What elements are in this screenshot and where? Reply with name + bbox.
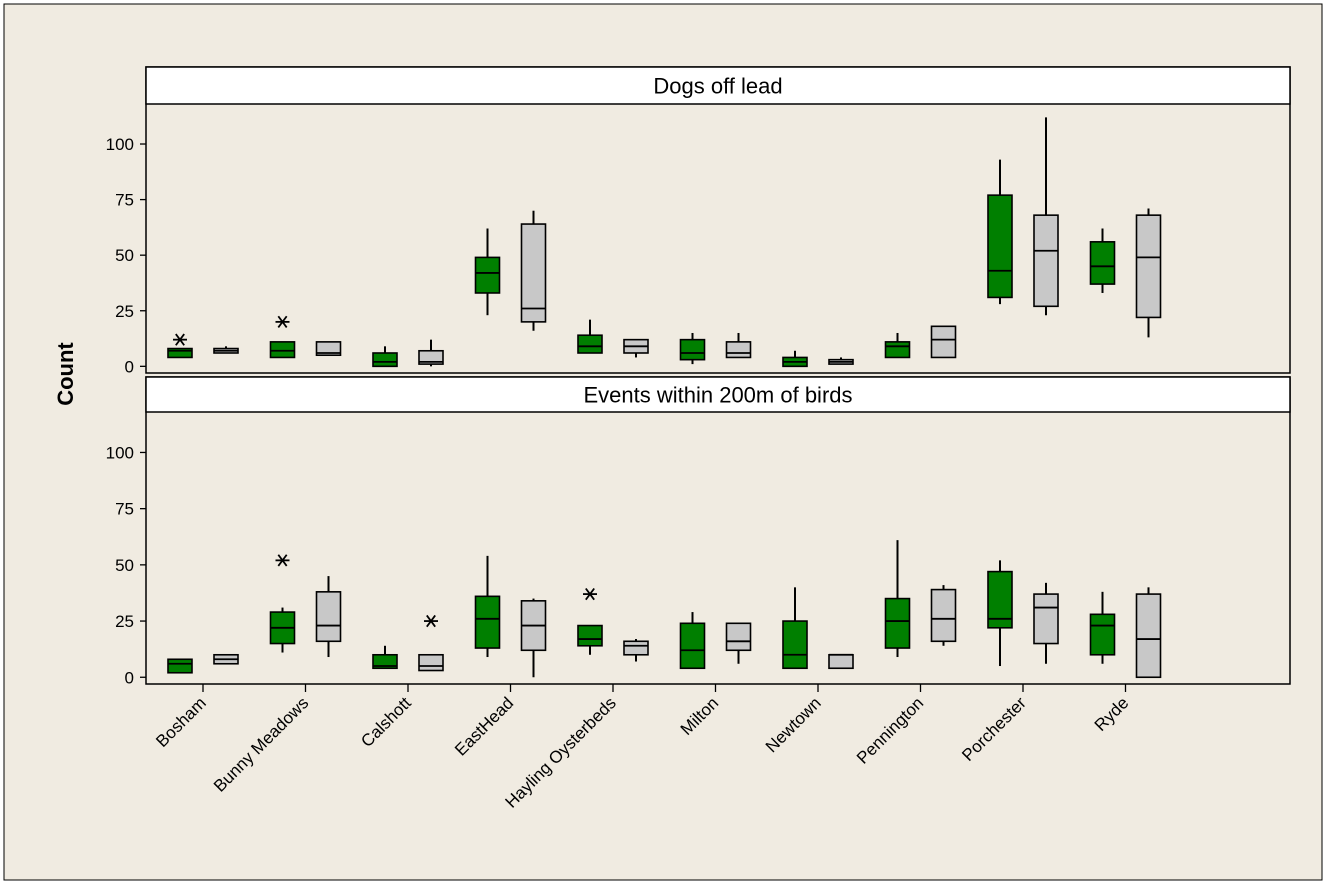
y-tick-label: 0 — [125, 357, 134, 376]
box-green — [679, 332, 706, 365]
box-body — [167, 658, 193, 674]
box-green — [474, 228, 501, 316]
y-tick-label: 100 — [106, 443, 134, 462]
box-green — [1089, 591, 1116, 664]
y-axis-label: Count — [53, 342, 78, 406]
y-tick-label: 50 — [115, 556, 134, 575]
box-body — [930, 325, 957, 359]
box-grey — [418, 614, 444, 672]
panel-title: Dogs off lead — [653, 74, 782, 99]
box-body — [884, 597, 911, 649]
box-body — [315, 341, 342, 357]
box-green — [577, 319, 603, 354]
box-green — [167, 333, 193, 359]
box-body — [679, 622, 706, 670]
y-tick-label: 50 — [115, 246, 134, 265]
box-body — [474, 595, 501, 649]
box-green — [372, 346, 398, 368]
box-grey — [315, 576, 342, 658]
box-green — [987, 159, 1013, 305]
box-grey — [1135, 587, 1162, 679]
y-tick-label: 0 — [125, 668, 134, 687]
box-body — [372, 653, 398, 670]
y-tick-label: 25 — [115, 612, 134, 631]
box-body — [930, 588, 957, 643]
box-body — [418, 653, 444, 672]
box-body — [474, 256, 501, 294]
box-body — [1135, 214, 1162, 319]
outlier-marker — [275, 315, 290, 329]
box-body — [679, 338, 706, 361]
panel-strip — [145, 66, 1291, 105]
box-green — [782, 587, 808, 670]
box-grey — [520, 210, 547, 331]
box-body — [1135, 593, 1162, 679]
box-body — [520, 223, 547, 323]
box-green — [884, 540, 911, 658]
box-body — [577, 334, 603, 354]
box-grey — [213, 346, 239, 354]
box-body — [1033, 593, 1059, 645]
box-green — [269, 315, 296, 359]
box-grey — [828, 357, 854, 365]
box-body — [418, 349, 444, 365]
y-tick-label: 75 — [115, 191, 134, 210]
panel-1: Dogs off lead 0 25 50 75 100 — [106, 66, 1291, 376]
outlier-marker — [275, 554, 290, 567]
box-green — [679, 612, 706, 670]
box-body — [987, 194, 1013, 299]
box-green — [372, 645, 398, 670]
box-body — [315, 591, 342, 643]
box-green — [1089, 228, 1116, 293]
box-green — [987, 560, 1013, 667]
outlier-marker — [583, 587, 597, 601]
panel-title: Events within 200m of birds — [583, 383, 852, 408]
box-body — [1089, 613, 1116, 656]
box-green — [269, 554, 296, 653]
box-green — [167, 658, 193, 674]
panel-frame — [145, 66, 1291, 374]
box-body — [884, 341, 911, 359]
box-body — [828, 653, 854, 670]
box-grey — [828, 653, 854, 670]
box-grey — [315, 341, 342, 357]
y-tick-label: 100 — [106, 135, 134, 154]
box-grey — [1033, 117, 1059, 316]
box-body — [1089, 241, 1116, 285]
panel-strip — [145, 376, 1291, 413]
outlier-marker — [173, 333, 187, 346]
box-grey — [520, 598, 547, 678]
y-tick-label: 75 — [115, 500, 134, 519]
box-grey — [418, 339, 444, 367]
box-body — [725, 341, 752, 359]
box-green — [782, 350, 808, 368]
box-body — [782, 620, 808, 670]
box-body — [1033, 214, 1059, 308]
box-grey — [930, 325, 957, 359]
box-grey — [213, 653, 239, 665]
box-body — [372, 352, 398, 368]
panel-2: Events within 200m of birds 0 25 50 75 100 — [106, 376, 1291, 687]
box-grey — [725, 622, 752, 664]
box-grey — [1135, 208, 1162, 338]
box-green — [577, 587, 603, 655]
box-grey — [1033, 582, 1059, 664]
box-green — [474, 555, 501, 658]
box-body — [623, 640, 649, 656]
box-grey — [623, 338, 649, 358]
y-tick-label: 25 — [115, 302, 134, 321]
box-body — [167, 347, 193, 359]
box-body — [577, 624, 603, 647]
box-green — [884, 332, 911, 359]
outlier-marker — [424, 614, 438, 628]
box-body — [269, 341, 296, 359]
box-grey — [623, 639, 649, 662]
box-grey — [930, 585, 957, 646]
box-grey — [725, 332, 752, 359]
box-body — [725, 622, 752, 652]
